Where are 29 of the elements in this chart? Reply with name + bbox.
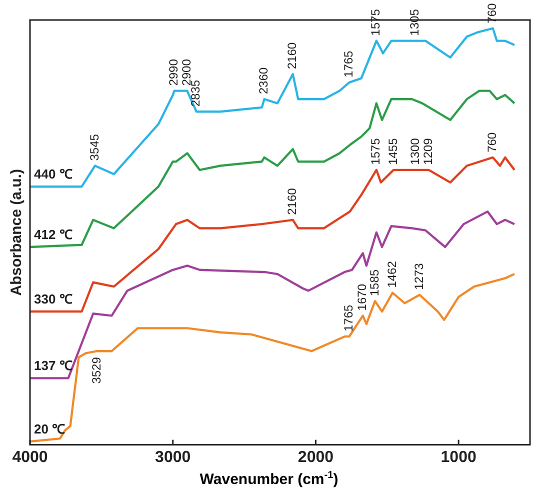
x-tick-label: 4000	[12, 448, 48, 466]
annotation: 1765	[342, 50, 356, 78]
annotation: 1300	[408, 138, 422, 165]
annotation: 2160	[285, 188, 300, 215]
x-tick-label: 1000	[440, 448, 476, 466]
annotation: 2990	[166, 58, 181, 86]
series-label: 137 ℃	[34, 358, 72, 374]
x-tick-label: 3000	[155, 448, 191, 466]
annotation: 1670	[355, 284, 370, 311]
annotation: 3529	[90, 356, 104, 384]
x-tick-label: 2000	[298, 448, 334, 466]
y-axis-title: Absorbance (a.u.)	[8, 169, 26, 296]
annotation: 1765	[342, 304, 356, 332]
series-label: 20 ℃	[34, 422, 66, 437]
annotation: 1455	[386, 138, 400, 165]
annotation: 2160	[285, 42, 300, 70]
x-axis-title: Wavenumber (cm$^{-1}$)	[198, 470, 340, 488]
annotation: 1273	[412, 262, 426, 290]
annotation: 760	[485, 132, 500, 152]
annotation: 1585	[367, 269, 382, 296]
series-label: 330 ℃	[34, 292, 72, 307]
series-label: 440 ℃	[34, 166, 72, 182]
series-label: 412 ℃	[34, 227, 72, 242]
annotation: 1575	[368, 138, 383, 165]
annotation: 1305	[407, 8, 422, 36]
annotation: 2360	[256, 67, 271, 94]
annotation: 3545	[87, 134, 102, 161]
annotation: 1209	[421, 138, 436, 165]
annotation: 1462	[384, 260, 399, 288]
